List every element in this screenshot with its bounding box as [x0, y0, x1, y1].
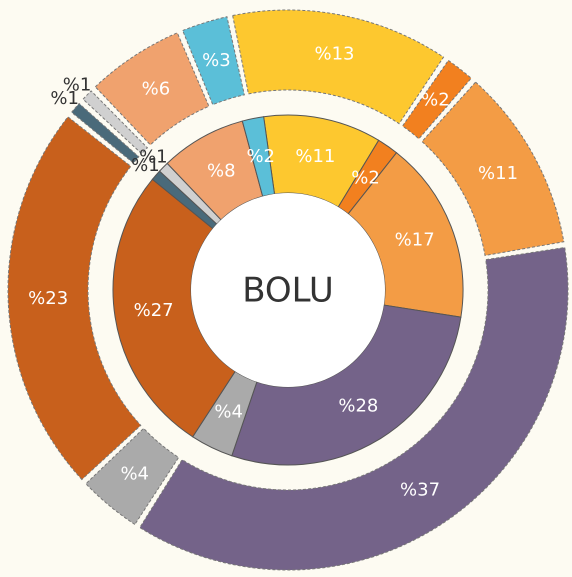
slice: [182, 16, 245, 106]
slice: [70, 102, 140, 164]
slice-label: %2: [421, 90, 450, 111]
slice-label: %37: [400, 479, 440, 500]
slice-label: %28: [338, 395, 378, 416]
slice: [85, 427, 180, 526]
center-hole: [191, 193, 385, 387]
slice-label: %1: [131, 155, 160, 176]
slice-label: %1: [139, 146, 168, 167]
slice-label: %6: [142, 79, 171, 100]
slice-label: %17: [395, 229, 435, 250]
slice-label: %11: [478, 163, 518, 184]
slice: [82, 90, 149, 155]
slice: [401, 59, 472, 140]
slice-label: %2: [351, 167, 380, 188]
slice-label: %13: [314, 44, 354, 65]
slice-label: %23: [28, 288, 68, 309]
slice: [94, 32, 210, 146]
slice: [232, 9, 445, 125]
center-label: BOLU: [242, 271, 334, 311]
slice-label: %8: [207, 160, 236, 181]
slice: [7, 116, 142, 481]
slice-label: %4: [120, 464, 149, 485]
slice-label: %4: [214, 401, 243, 422]
slice-label: %27: [134, 300, 174, 321]
slice-label: %1: [63, 74, 92, 95]
slice: [421, 81, 565, 257]
slice-label: %1: [50, 88, 79, 109]
slice: [139, 246, 569, 571]
slice-label: %3: [202, 50, 231, 71]
slice-label: %2: [246, 146, 275, 167]
slice-label: %11: [295, 146, 335, 167]
